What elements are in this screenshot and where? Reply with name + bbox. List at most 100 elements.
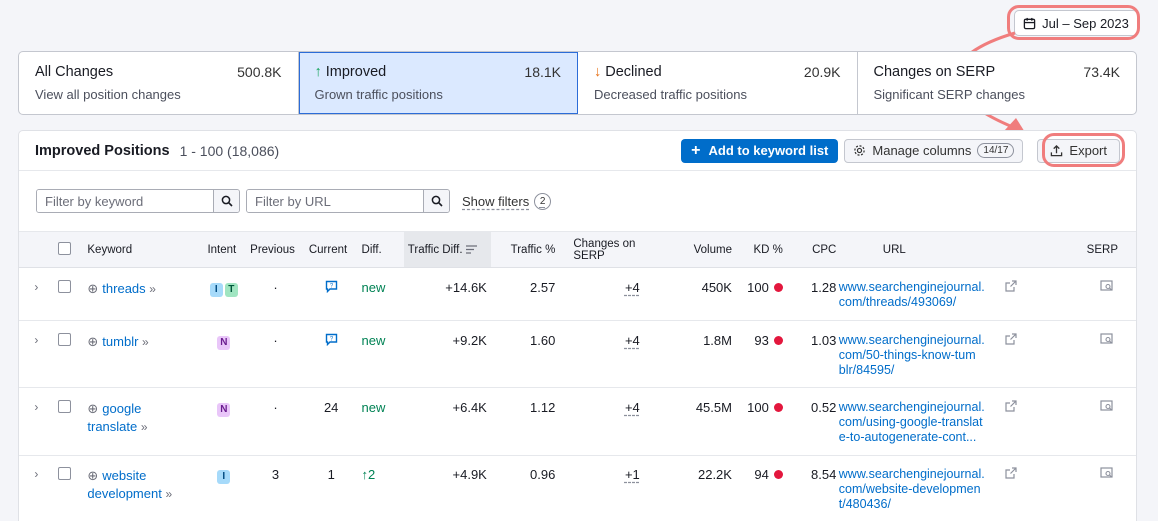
row-checkbox[interactable]: [57, 400, 71, 413]
add-keyword-icon[interactable]: ⊕: [87, 401, 99, 416]
add-keyword-icon[interactable]: ⊕: [87, 334, 99, 349]
svg-text:?: ?: [330, 337, 334, 343]
serp-snapshot-icon[interactable]: [1100, 467, 1114, 479]
intent-badge: I: [217, 470, 231, 484]
serp-changes[interactable]: +4: [624, 280, 640, 295]
col-serp[interactable]: SERP: [1064, 231, 1136, 268]
keyword-link-cont[interactable]: development: [87, 486, 162, 501]
filters-count-badge: 2: [534, 192, 552, 210]
url-link[interactable]: www.searchenginejournal. com/50-things-kn…: [838, 333, 985, 377]
tab-changes-on-serp[interactable]: Changes on SERP 73.4K Significant SERP ch…: [858, 52, 1137, 114]
expand-row-chevron[interactable]: ›: [19, 387, 54, 456]
add-to-keyword-list-button[interactable]: + Add to keyword list: [681, 138, 839, 163]
positions-table: Keyword Intent Previous Current Diff. Tr…: [19, 231, 1136, 521]
url-filter-input[interactable]: [247, 190, 423, 212]
table-row: › ⊕ google translate » N · 24 new +6.4K 1.12 +4 45.…: [19, 387, 1136, 456]
serp-snapshot-icon[interactable]: [1100, 280, 1114, 292]
panel-title: Improved Positions: [35, 142, 170, 159]
col-previous[interactable]: Previous: [246, 231, 305, 268]
external-link-icon[interactable]: [1005, 333, 1017, 345]
col-url[interactable]: URL: [878, 231, 1065, 268]
col-cpc[interactable]: CPC: [796, 231, 841, 268]
url-link[interactable]: www.searchenginejournal. com/using-google…: [838, 400, 985, 444]
external-link-icon[interactable]: [1005, 400, 1017, 412]
export-button[interactable]: Export: [1037, 138, 1120, 163]
row-checkbox[interactable]: [57, 280, 71, 293]
traffic-diff: +14.6K: [403, 267, 491, 321]
keyword-link[interactable]: threads: [102, 281, 146, 296]
select-all-checkbox[interactable]: [57, 241, 71, 255]
external-link-icon[interactable]: [1005, 280, 1017, 292]
volume: 450K: [653, 267, 736, 321]
table-row: › ⊕ website development » I 3 1 ↑2 +4.9K 0.96 +1 22…: [19, 455, 1136, 521]
export-label: Export: [1069, 143, 1107, 158]
keyword-link[interactable]: google: [102, 401, 142, 416]
col-traffic-pct[interactable]: Traffic %: [490, 231, 560, 268]
manage-columns-button[interactable]: Manage columns 14/17: [844, 138, 1024, 163]
col-changes-on-serp[interactable]: Changes on SERP: [559, 231, 654, 268]
tab-subtitle: Grown traffic positions: [314, 87, 443, 102]
keyword-filter-input[interactable]: [37, 190, 213, 212]
previous-position: ·: [246, 387, 305, 456]
arrow-up-icon: ↑: [314, 64, 322, 80]
col-kd[interactable]: KD %: [735, 231, 797, 268]
keyword-link-cont[interactable]: translate: [87, 419, 138, 434]
expand-row-chevron[interactable]: ›: [19, 320, 54, 388]
kd-value: 100: [747, 400, 769, 415]
table-row: › ⊕ threads » I T ·? new +14.6K 2.57 +4 450K 100 1.2…: [19, 267, 1136, 321]
tab-declined[interactable]: ↓ Declined 20.9K Decreased traffic positio…: [578, 52, 858, 114]
kd-value: 100: [747, 280, 769, 295]
row-checkbox[interactable]: [57, 467, 71, 480]
keyword-link[interactable]: tumblr: [102, 334, 139, 349]
add-keyword-icon[interactable]: ⊕: [87, 281, 99, 296]
col-volume[interactable]: Volume: [653, 231, 736, 268]
serp-snapshot-icon[interactable]: [1100, 333, 1114, 345]
sort-icon: [465, 245, 477, 254]
tab-title: Declined: [605, 64, 662, 80]
col-intent[interactable]: Intent: [203, 231, 247, 268]
expand-row-chevron[interactable]: ›: [19, 267, 54, 321]
serp-snapshot-icon[interactable]: [1100, 400, 1114, 412]
diff-value: new: [361, 333, 386, 348]
tab-subtitle: Decreased traffic positions: [594, 87, 747, 102]
keyword-details-icon[interactable]: »: [149, 282, 156, 296]
featured-snippet-icon: ?: [325, 280, 337, 294]
keyword-details-icon[interactable]: »: [165, 487, 173, 501]
serp-changes[interactable]: +4: [624, 333, 640, 348]
keyword-details-icon[interactable]: »: [140, 420, 148, 434]
serp-changes[interactable]: +4: [624, 400, 640, 415]
cpc: 0.52: [796, 387, 841, 456]
url-link[interactable]: www.searchenginejournal. com/website-deve…: [838, 467, 985, 511]
keyword-filter: [36, 189, 240, 213]
url-search-button[interactable]: [423, 190, 449, 212]
url-link[interactable]: www.searchenginejournal. com/threads/4930…: [838, 280, 985, 309]
expand-row-chevron[interactable]: ›: [19, 455, 54, 521]
diff-value: ↑2: [361, 467, 376, 482]
result-range: 1 - 100 (18,086): [179, 142, 280, 159]
col-traffic-diff-label: Traffic Diff.: [407, 243, 463, 256]
keyword-search-button[interactable]: [213, 190, 239, 212]
col-current[interactable]: Current: [304, 231, 358, 268]
tab-improved[interactable]: ↑ Improved 18.1K Grown traffic positions: [298, 52, 578, 114]
external-link-icon[interactable]: [1005, 467, 1017, 479]
col-traffic-diff[interactable]: Traffic Diff.: [403, 231, 491, 268]
keyword-details-icon[interactable]: »: [142, 335, 149, 349]
add-keyword-icon[interactable]: ⊕: [87, 468, 99, 483]
tab-subtitle: Significant SERP changes: [873, 87, 1026, 102]
serp-changes[interactable]: +1: [624, 467, 640, 482]
tab-all-changes[interactable]: All Changes 500.8K View all position chan…: [19, 52, 299, 114]
date-range-button[interactable]: Jul – Sep 2023: [1014, 10, 1138, 36]
svg-text:?: ?: [330, 284, 334, 290]
intent-badge: T: [224, 283, 238, 297]
previous-position: ·: [246, 267, 305, 321]
col-keyword[interactable]: Keyword: [83, 231, 204, 268]
table-row: › ⊕ tumblr » N ·? new +9.2K 1.60 +4 1.8M 93 1.03 www…: [19, 320, 1136, 388]
show-filters-button[interactable]: Show filters 2: [462, 192, 552, 210]
col-diff[interactable]: Diff.: [357, 231, 404, 268]
keyword-cell: ⊕ google translate »: [83, 387, 204, 456]
current-position: 1: [327, 467, 335, 482]
row-checkbox[interactable]: [57, 333, 71, 346]
keyword-link[interactable]: website: [102, 468, 147, 483]
cpc: 8.54: [796, 455, 841, 521]
calendar-icon: [1023, 17, 1036, 29]
